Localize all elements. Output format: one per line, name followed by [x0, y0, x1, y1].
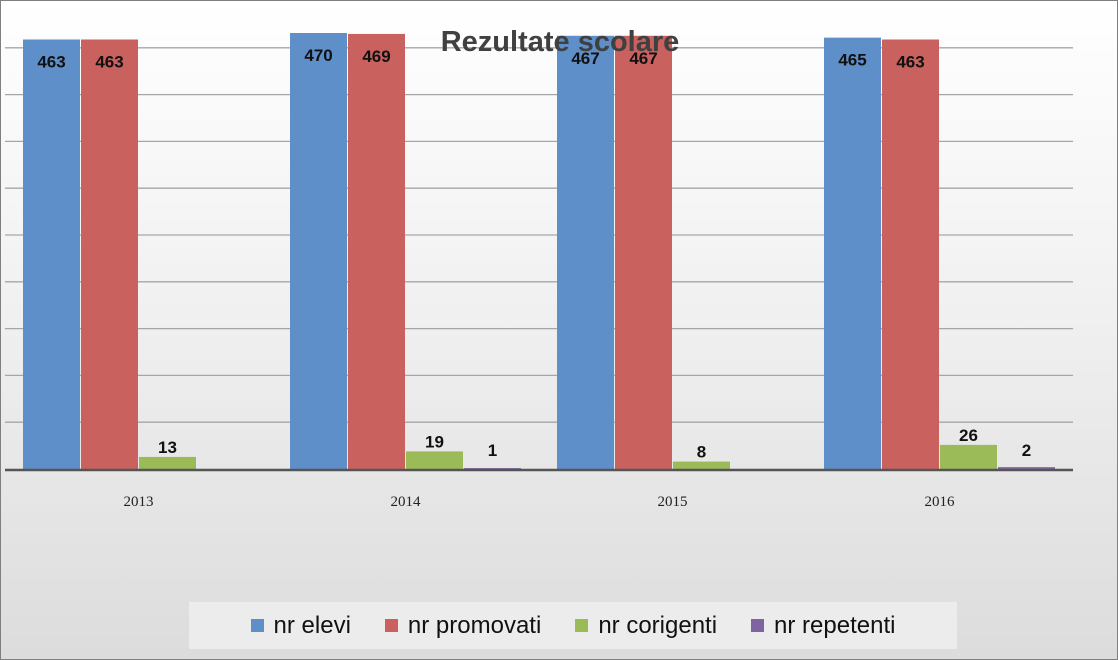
- data-labels: 463 463 13 470 469 19 1 467 467 8 465 463 26 2: [37, 46, 1031, 462]
- data-label: 469: [362, 47, 390, 66]
- bar-nr-repetenti-2016: [998, 467, 1055, 469]
- legend-label: nr elevi: [273, 611, 351, 639]
- data-label: 467: [571, 49, 599, 68]
- bars: [23, 33, 1055, 469]
- legend: nr elevi nr promovati nr corigenti nr repet…: [189, 602, 957, 649]
- bar-nr-corigenti-2014: [406, 451, 463, 469]
- data-label: 470: [304, 46, 332, 65]
- x-tick-label: 2014: [391, 494, 422, 510]
- chart-title: Rezultate scolare: [441, 26, 680, 58]
- data-label: 463: [37, 52, 65, 71]
- legend-swatch: [575, 619, 589, 632]
- data-label: 19: [425, 432, 444, 451]
- bar-nr-corigenti-2013: [139, 456, 196, 469]
- data-label: 8: [697, 443, 706, 462]
- data-label: 463: [896, 52, 924, 71]
- legend-item: nr promovati: [384, 611, 542, 640]
- data-label: 26: [959, 426, 978, 445]
- bar-nr-corigenti-2015: [673, 461, 730, 469]
- legend-swatch: [384, 619, 398, 632]
- data-label: 2: [1022, 441, 1031, 460]
- bar-nr-elevi-2014: [290, 33, 347, 469]
- x-tick-label: 2013: [124, 494, 154, 510]
- data-label: 463: [95, 52, 123, 71]
- x-tick-labels: 2013 2014 2015 2016: [124, 494, 956, 510]
- bar-nr-elevi-2016: [824, 37, 881, 469]
- data-label: 13: [158, 438, 177, 457]
- bar-nr-repetenti-2014: [464, 468, 521, 469]
- bar-nr-promovati-2015: [615, 35, 672, 469]
- bar-nr-promovati-2013: [81, 39, 138, 469]
- data-label: 1: [488, 441, 497, 460]
- bar-nr-elevi-2015: [557, 35, 614, 469]
- legend-swatch: [751, 619, 765, 632]
- gridlines: [5, 47, 1073, 423]
- legend-item: nr repetenti: [751, 612, 895, 640]
- legend-label: nr promovati: [407, 611, 542, 639]
- data-label: 467: [629, 49, 657, 68]
- legend-label: nr corigenti: [598, 611, 718, 639]
- bar-nr-promovati-2014: [348, 33, 405, 469]
- bar-nr-corigenti-2016: [940, 444, 997, 469]
- legend-item: nr corigenti: [575, 612, 717, 640]
- legend-swatch: [250, 619, 264, 632]
- legend-item: nr elevi: [250, 611, 351, 640]
- data-label: 465: [838, 51, 866, 70]
- bar-nr-elevi-2013: [23, 39, 80, 469]
- bar-nr-promovati-2016: [882, 39, 939, 469]
- x-tick-label: 2016: [925, 494, 956, 510]
- legend-label: nr repetenti: [774, 611, 896, 639]
- x-tick-label: 2015: [658, 494, 688, 510]
